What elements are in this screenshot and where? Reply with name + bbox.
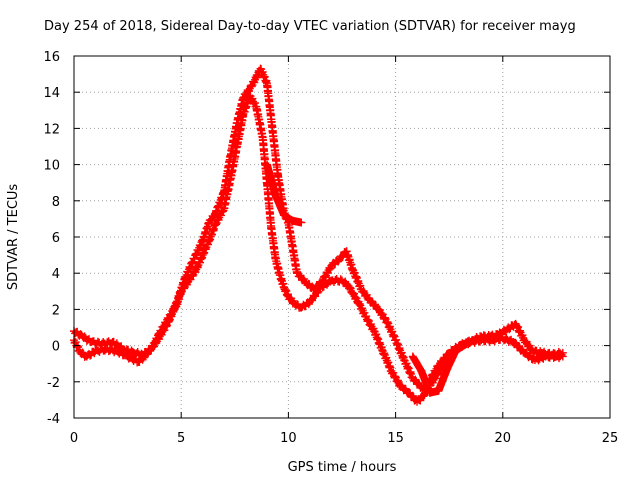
data-trace	[319, 263, 335, 285]
data-trace	[267, 117, 282, 178]
chart-title: Day 254 of 2018, Sidereal Day-to-day VTE…	[44, 19, 576, 34]
data-trace	[271, 254, 284, 278]
x-tick-label: 5	[177, 431, 185, 446]
data-trace	[71, 327, 86, 340]
data-trace	[257, 65, 271, 86]
data-trace	[379, 349, 395, 376]
data-trace	[383, 318, 399, 345]
data-trace	[375, 305, 391, 327]
data-trace	[226, 119, 241, 160]
series-band-lower	[70, 91, 567, 406]
data-trace	[284, 218, 301, 276]
x-tick-label: 25	[602, 431, 619, 446]
y-tick-label: 4	[52, 267, 60, 282]
data-trace	[240, 86, 254, 102]
data-trace	[370, 327, 387, 354]
x-tick-label: 10	[280, 431, 297, 446]
data-trace	[199, 219, 213, 244]
axis-labels: 0 5 10 15 20 25 -4 -2 0 2 4 6 8 10 12 14 16 GPS time / ho…	[6, 50, 618, 475]
data-trace	[342, 247, 357, 274]
data-trace	[435, 354, 451, 375]
data-trace	[199, 237, 213, 258]
data-trace	[362, 312, 378, 334]
x-tick-label: 20	[495, 431, 512, 446]
data-trace	[328, 275, 345, 286]
y-tick-label: -4	[47, 412, 60, 427]
data-trace	[212, 206, 228, 229]
data-trace	[339, 277, 352, 291]
data-trace	[190, 236, 207, 263]
data-trace	[182, 254, 198, 282]
data-trace	[192, 253, 207, 272]
series-branch-a	[263, 160, 306, 227]
data-trace	[311, 277, 326, 295]
data-trace	[220, 152, 235, 195]
y-tick-label: -2	[47, 376, 60, 391]
y-tick-label: 10	[43, 159, 60, 174]
grid	[74, 56, 610, 418]
data-trace	[538, 347, 555, 360]
x-tick-label: 15	[387, 431, 404, 446]
data-trace	[512, 321, 528, 345]
series-branch-b	[408, 339, 471, 397]
data-trace	[328, 256, 343, 269]
data-trace	[392, 335, 408, 362]
data-trace	[233, 95, 248, 128]
data-trace	[164, 298, 181, 325]
data-trace	[147, 334, 163, 352]
data-trace	[417, 366, 434, 397]
data-trace	[205, 221, 219, 244]
data-trace	[156, 317, 172, 339]
data-trace	[263, 81, 276, 124]
y-tick-label: 14	[43, 86, 60, 101]
data-trace	[233, 111, 248, 149]
data-trace	[388, 368, 404, 390]
data-trace	[510, 338, 528, 357]
y-axis-label: SDTVAR / TECUs	[6, 184, 21, 291]
data-trace	[173, 274, 190, 306]
y-tick-label: 2	[52, 303, 60, 318]
data-trace	[451, 339, 471, 355]
data-trace	[434, 365, 452, 395]
data-trace	[263, 179, 276, 232]
data-trace	[267, 224, 280, 262]
data-point	[558, 348, 567, 357]
data-trace	[88, 337, 105, 350]
data-points	[70, 64, 567, 406]
data-trace	[400, 356, 417, 382]
y-tick-label: 16	[43, 50, 60, 65]
x-axis-label: GPS time / hours	[288, 460, 397, 475]
y-tick-label: 12	[43, 122, 60, 137]
data-trace	[288, 216, 306, 227]
axis-ticks	[73, 55, 611, 419]
y-tick-label: 6	[52, 231, 60, 246]
y-tick-label: 0	[52, 340, 60, 355]
x-tick-label: 0	[70, 431, 78, 446]
data-trace	[184, 267, 200, 286]
y-tick-label: 8	[52, 195, 60, 210]
data-trace	[212, 189, 228, 216]
data-trace	[355, 299, 369, 321]
data-trace	[349, 266, 365, 293]
data-trace	[252, 104, 267, 141]
